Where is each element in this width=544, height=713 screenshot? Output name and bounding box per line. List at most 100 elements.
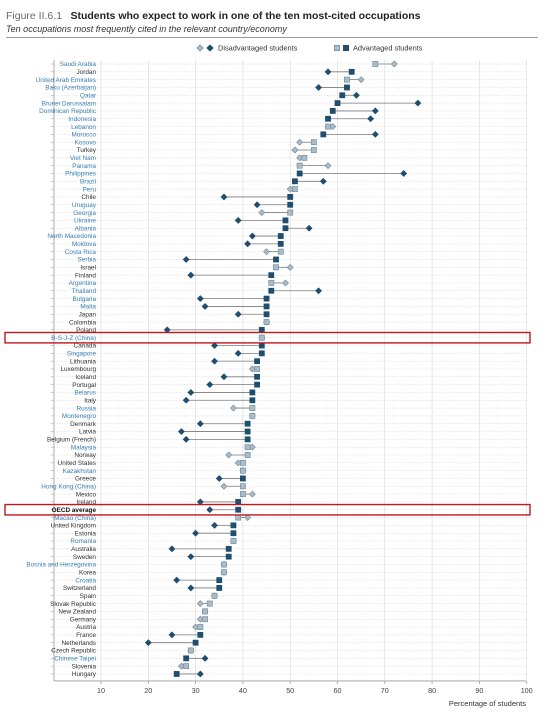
advantaged-marker xyxy=(197,624,204,630)
disadvantaged-marker xyxy=(319,177,327,185)
legend-disadvantaged-label: Disadvantaged students xyxy=(218,44,298,53)
disadvantaged-marker xyxy=(187,553,195,561)
row-label: Morocco xyxy=(71,132,96,139)
disadvantaged-marker xyxy=(177,428,185,435)
x-tick-label: 20 xyxy=(144,686,152,695)
disadvantaged-marker xyxy=(371,107,379,115)
advantaged-marker xyxy=(277,240,284,247)
advantaged-marker xyxy=(244,444,251,451)
x-tick-label: 50 xyxy=(286,686,294,695)
row-label: Albania xyxy=(75,225,97,232)
row-label: Malta xyxy=(80,304,96,311)
row-label: Belgium (French) xyxy=(47,437,96,444)
disadvantaged-marker xyxy=(211,357,218,365)
advantaged-marker xyxy=(183,655,190,662)
disadvantaged-marker xyxy=(305,224,313,232)
row-label: Denmark xyxy=(70,421,97,428)
row-label: Hungary xyxy=(72,671,97,678)
row-label: Macao (China) xyxy=(54,515,96,522)
row-label: Austria xyxy=(76,624,96,631)
disadvantaged-marker xyxy=(248,232,256,240)
row-label: Slovenia xyxy=(71,663,96,670)
disadvantaged-marker xyxy=(234,310,242,318)
advantaged-marker xyxy=(268,280,275,286)
disadvantaged-marker xyxy=(248,490,256,498)
advantaged-marker xyxy=(244,428,251,435)
advantaged-marker xyxy=(277,233,284,239)
row-label: B-S-J-Z (China) xyxy=(51,335,96,342)
disadvantaged-marker xyxy=(263,248,270,256)
x-tick-label: 40 xyxy=(239,686,247,695)
advantaged-marker xyxy=(310,139,317,146)
advantaged-marker xyxy=(240,467,246,474)
row-label: Bosnia and Herzegovina xyxy=(26,562,96,569)
advantaged-marker xyxy=(344,76,350,83)
advantaged-marker xyxy=(258,350,265,357)
disadvantaged-marker xyxy=(168,545,176,553)
disadvantaged-marker xyxy=(324,162,332,170)
row-label: Turkey xyxy=(77,147,97,154)
advantaged-marker xyxy=(225,545,232,552)
row-label: Russia xyxy=(76,405,96,412)
disadvantaged-marker xyxy=(244,514,252,521)
row-label: North Macedonia xyxy=(47,233,96,240)
advantaged-marker xyxy=(235,499,242,505)
advantaged-marker xyxy=(254,381,260,388)
disadvantaged-marker xyxy=(144,639,152,647)
disadvantaged-marker xyxy=(291,146,299,154)
row-label: United Arab Emirates xyxy=(36,77,96,84)
row-label: Finland xyxy=(75,272,96,279)
advantaged-marker xyxy=(348,68,355,75)
row-label: Dominican Republic xyxy=(39,108,97,115)
disadvantaged-marker xyxy=(211,342,218,349)
disadvantaged-marker xyxy=(196,670,204,678)
row-label: Belarus xyxy=(74,390,96,397)
advantaged-marker xyxy=(282,225,289,232)
row-label: Israel xyxy=(80,265,96,272)
advantaged-marker xyxy=(240,483,246,490)
row-label: Brunei Darussalam xyxy=(42,100,96,107)
row-label: Colombia xyxy=(69,319,96,326)
advantaged-marker xyxy=(221,561,227,568)
disadvantaged-marker xyxy=(253,201,261,209)
advantaged-marker xyxy=(221,569,227,576)
row-label: Slovak Republic xyxy=(50,601,97,608)
advantaged-marker xyxy=(235,514,242,521)
disadvantaged-marker xyxy=(206,381,214,389)
row-label: OECD average xyxy=(52,507,97,514)
row-label: Sweden xyxy=(73,554,97,561)
advantaged-marker xyxy=(216,585,223,591)
disadvantaged-marker xyxy=(315,84,323,91)
advantaged-marker xyxy=(244,452,251,458)
highlight-box xyxy=(4,331,531,344)
disadvantaged-marker xyxy=(196,420,204,428)
advantaged-marker xyxy=(249,405,256,411)
advantaged-marker xyxy=(230,522,237,529)
advantaged-marker xyxy=(183,663,190,670)
disadvantaged-marker xyxy=(220,193,228,201)
advantaged-marker xyxy=(258,334,265,341)
figure-title: Students who expect to work in one of th… xyxy=(70,10,421,22)
advantaged-marker xyxy=(206,600,213,607)
advantaged-marker xyxy=(230,530,237,537)
disadvantaged-marker xyxy=(187,271,195,279)
advantaged-marker xyxy=(320,131,327,138)
advantaged-marker xyxy=(296,162,303,169)
disadvantaged-marker xyxy=(244,240,252,248)
advantaged-marker xyxy=(244,420,251,427)
row-label: Panama xyxy=(72,163,96,170)
advantaged-marker xyxy=(292,186,298,193)
disadvantaged-marker xyxy=(182,396,190,404)
row-label: Malaysia xyxy=(71,444,97,451)
disadvantaged-marker xyxy=(400,170,408,177)
disadvantaged-marker xyxy=(296,138,304,146)
disadvantaged-marker xyxy=(324,68,332,76)
advantaged-marker xyxy=(216,577,223,584)
advantaged-marker xyxy=(254,373,260,380)
row-label: Bulgaria xyxy=(73,296,97,303)
advantaged-marker xyxy=(277,248,284,255)
advantaged-marker xyxy=(244,436,251,443)
row-label: Netherlands xyxy=(62,640,96,647)
row-label: Uruguay xyxy=(72,202,97,209)
advantaged-marker xyxy=(240,459,246,466)
